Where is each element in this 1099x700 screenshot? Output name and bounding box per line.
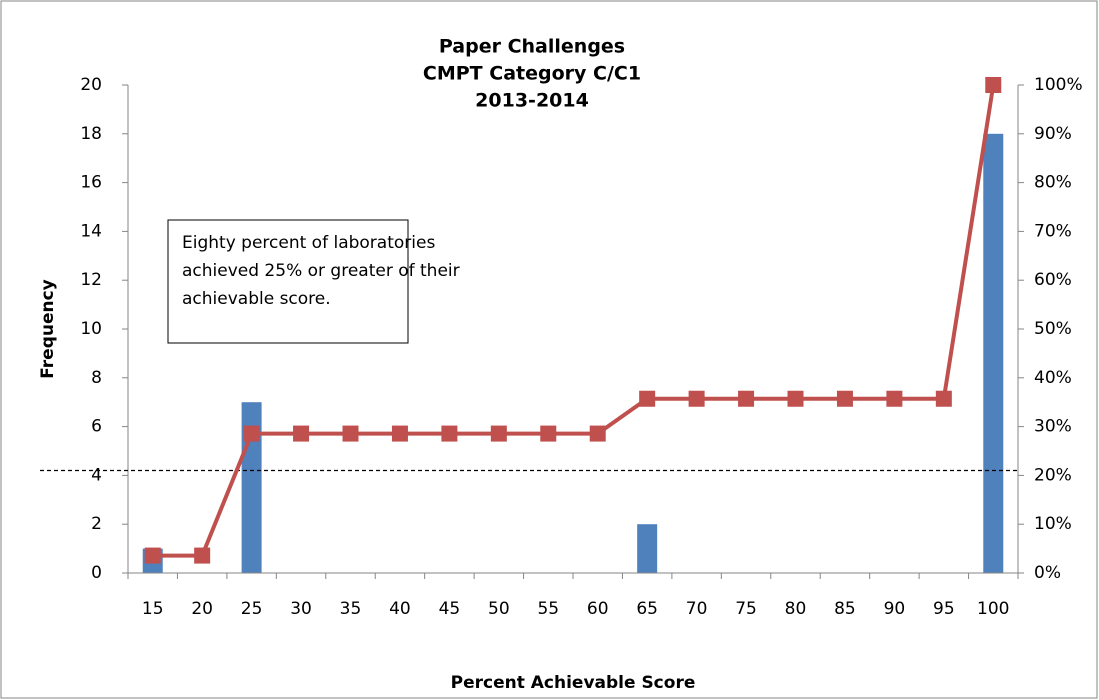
x-tick-label: 50: [488, 599, 510, 619]
x-tick-label: 15: [142, 599, 164, 619]
y-tick-label: 0: [91, 563, 102, 583]
marker: [985, 77, 1002, 93]
chart-title: 2013-2014: [475, 90, 589, 112]
marker: [243, 425, 260, 442]
y-tick-label: 10: [80, 319, 102, 339]
marker: [738, 390, 755, 407]
line: [152, 84, 996, 558]
x-tick-label: 80: [785, 599, 807, 619]
annotation: achieved 25% or greater of their: [182, 261, 460, 281]
y2-tick-label: 10%: [1034, 514, 1072, 534]
marker: [787, 390, 804, 407]
y-tick-label: 20: [80, 75, 102, 95]
y2-tick-label: 50%: [1034, 319, 1072, 339]
y2-tick-label: 80%: [1034, 173, 1072, 193]
marker: [836, 390, 853, 407]
x-axis-title: Percent Achievable Score: [451, 673, 696, 693]
x-tick-label: 45: [439, 599, 461, 619]
x-tick-label: 60: [587, 599, 609, 619]
bar: [983, 133, 1004, 574]
y-axis-title: Frequency: [38, 279, 58, 379]
y2-tick-label: 20%: [1034, 465, 1072, 485]
y-tick-label: 12: [80, 270, 102, 290]
x-tick-label: 40: [389, 599, 411, 619]
marker: [441, 425, 458, 442]
y-tick-label: 18: [80, 124, 102, 144]
marker: [342, 425, 359, 442]
marker: [886, 390, 903, 407]
chart-title: CMPT Category C/C1: [423, 63, 641, 85]
bar: [637, 524, 658, 573]
marker: [293, 425, 310, 442]
x-tick-label: 65: [636, 599, 658, 619]
y-tick-label: 2: [91, 514, 102, 534]
annotation: Eighty percent of laboratories: [182, 233, 435, 253]
x-tick-label: 95: [933, 599, 955, 619]
chart-title: Paper Challenges: [439, 36, 625, 58]
marker: [540, 425, 557, 442]
marker: [194, 547, 211, 564]
x-tick-label: 20: [191, 599, 213, 619]
y-tick-label: 16: [80, 173, 102, 193]
marker: [935, 390, 952, 407]
x-tick-label: 30: [290, 599, 312, 619]
marker: [589, 425, 606, 442]
x-tick-label: 25: [241, 599, 263, 619]
marker: [490, 425, 507, 442]
annotation: achievable score.: [182, 289, 331, 309]
x-tick-label: 85: [834, 599, 856, 619]
marker: [688, 390, 705, 407]
x-tick-label: 100: [977, 599, 1009, 619]
annotation-box: [167, 219, 409, 344]
y2-tick-label: 40%: [1034, 368, 1072, 388]
marker: [144, 547, 161, 564]
x-tick-label: 70: [686, 599, 708, 619]
y2-tick-label: 30%: [1034, 417, 1072, 437]
y2-tick-label: 0%: [1034, 563, 1061, 583]
x-tick-label: 55: [537, 599, 559, 619]
x-tick-label: 90: [884, 599, 906, 619]
x-tick-label: 35: [340, 599, 362, 619]
y2-tick-label: 70%: [1034, 221, 1072, 241]
y-tick-label: 14: [80, 221, 102, 241]
y2-tick-label: 90%: [1034, 124, 1072, 144]
y2-tick-label: 60%: [1034, 270, 1072, 290]
y2-tick-label: 100%: [1034, 75, 1083, 95]
marker: [639, 390, 656, 407]
marker: [391, 425, 408, 442]
x-tick-label: 75: [735, 599, 757, 619]
y-tick-label: 6: [91, 417, 102, 437]
y-tick-label: 8: [91, 368, 102, 388]
y-tick-label: 4: [91, 465, 102, 485]
